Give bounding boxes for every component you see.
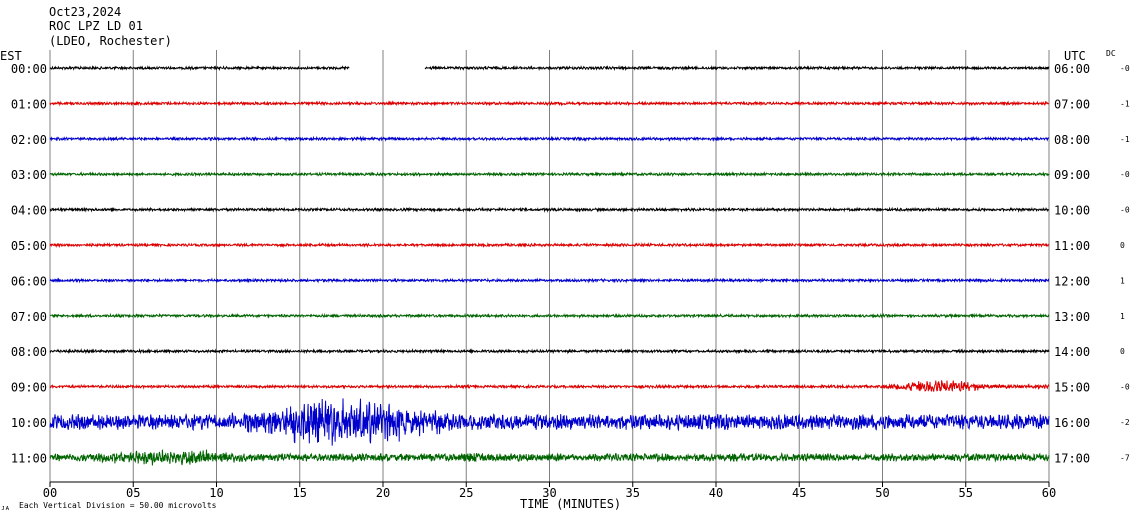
trace-row-1000 — [49, 398, 1050, 446]
est-hour-label: 07:00 — [11, 310, 47, 324]
header-network: (LDEO, Rochester) — [49, 34, 172, 48]
est-hour-label: 03:00 — [11, 168, 47, 182]
dc-axis-label: DC — [1106, 49, 1116, 58]
dc-value: -2 — [1120, 418, 1130, 427]
dc-value: -0 — [1120, 64, 1130, 73]
utc-hour-label: 08:00 — [1054, 133, 1090, 147]
x-tick-label: 00 — [43, 486, 57, 500]
est-hour-label: 09:00 — [11, 381, 47, 395]
utc-hour-label: 13:00 — [1054, 310, 1090, 324]
trace-row-0600 — [49, 277, 1050, 284]
trace-row-1100 — [49, 449, 1050, 466]
header-date: Oct23,2024 — [49, 5, 121, 19]
x-tick-label: 35 — [626, 486, 640, 500]
vertical-grid — [49, 50, 1050, 487]
est-hour-label: 08:00 — [11, 345, 47, 359]
trace-row-0300 — [49, 170, 1050, 178]
x-tick-label: 30 — [542, 486, 556, 500]
dc-value: -7 — [1120, 453, 1130, 462]
x-tick-label: 40 — [709, 486, 723, 500]
corner-mark: ᴊᴀ — [1, 504, 9, 512]
x-tick-label: 45 — [792, 486, 806, 500]
trace-row-0900 — [49, 380, 1050, 392]
est-hour-label: 04:00 — [11, 204, 47, 218]
utc-hour-label: 09:00 — [1054, 168, 1090, 182]
dc-value: -1 — [1120, 99, 1130, 108]
est-hour-label: 01:00 — [11, 97, 47, 111]
dc-value: -0 — [1120, 206, 1130, 215]
dc-value: 1 — [1120, 276, 1125, 285]
dc-value: 1 — [1120, 312, 1125, 321]
x-tick-label: 50 — [875, 486, 889, 500]
dc-value: 0 — [1120, 347, 1125, 356]
utc-axis-label: UTC — [1064, 49, 1086, 63]
x-tick-label: 55 — [959, 486, 973, 500]
seismic-traces — [49, 64, 1050, 466]
x-tick-label: 60 — [1042, 486, 1056, 500]
utc-hour-label: 07:00 — [1054, 97, 1090, 111]
est-hour-label: 00:00 — [11, 62, 47, 76]
header-station: ROC LPZ LD 01 — [49, 19, 143, 33]
utc-hour-label: 06:00 — [1054, 62, 1090, 76]
x-tick-label: 25 — [459, 486, 473, 500]
est-hour-label: 05:00 — [11, 239, 47, 253]
trace-row-0100 — [49, 100, 1050, 107]
trace-row-0000 — [49, 64, 1050, 72]
dc-value: -0 — [1120, 170, 1130, 179]
utc-hour-label: 17:00 — [1054, 451, 1090, 465]
utc-hour-label: 15:00 — [1054, 381, 1090, 395]
x-tick-label: 10 — [209, 486, 223, 500]
trace-row-0700 — [49, 312, 1050, 320]
utc-hour-label: 10:00 — [1054, 204, 1090, 218]
dc-value: -0 — [1120, 383, 1130, 392]
trace-row-0500 — [49, 241, 1050, 249]
trace-row-0200 — [49, 135, 1050, 143]
x-axis-title: TIME (MINUTES) — [520, 497, 621, 511]
vertical-division-note: Each Vertical Division = 50.00 microvolt… — [19, 501, 217, 510]
x-tick-label: 05 — [126, 486, 140, 500]
est-hour-label: 02:00 — [11, 133, 47, 147]
dc-value: 0 — [1120, 241, 1125, 250]
est-hour-label: 11:00 — [11, 451, 47, 465]
est-hour-label: 10:00 — [11, 416, 47, 430]
x-tick-label: 15 — [293, 486, 307, 500]
utc-hour-label: 14:00 — [1054, 345, 1090, 359]
utc-hour-label: 16:00 — [1054, 416, 1090, 430]
trace-row-0400 — [49, 206, 1050, 213]
utc-hour-label: 12:00 — [1054, 274, 1090, 288]
est-axis-label: EST — [0, 49, 22, 63]
est-hour-label: 06:00 — [11, 274, 47, 288]
dc-value: -1 — [1120, 135, 1130, 144]
x-tick-label: 20 — [376, 486, 390, 500]
trace-row-0800 — [49, 347, 1050, 355]
utc-hour-label: 11:00 — [1054, 239, 1090, 253]
